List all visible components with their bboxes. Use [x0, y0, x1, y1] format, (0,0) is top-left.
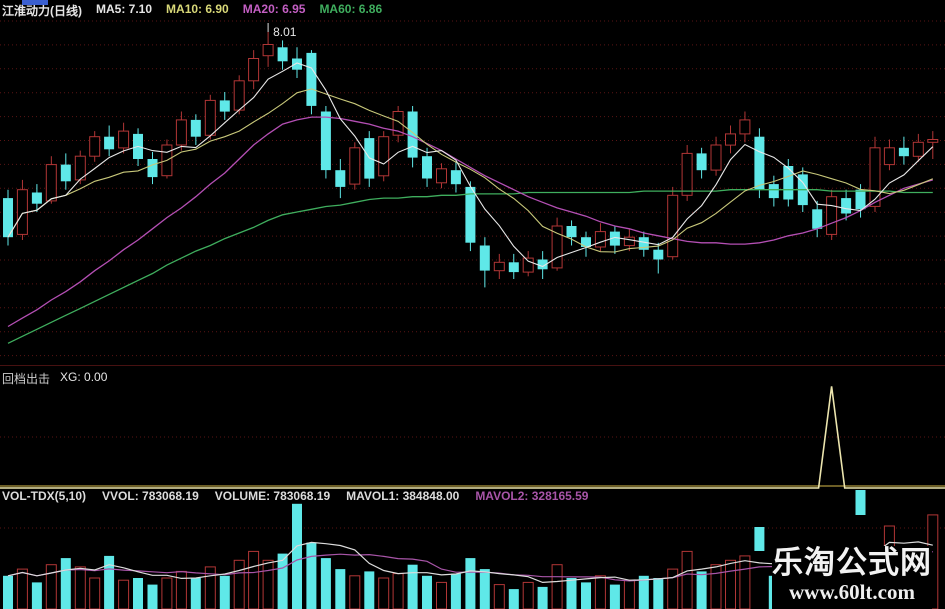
watermark: 乐淘公式网 www.60lt.com	[772, 546, 932, 609]
volume-panel-header: VOL-TDX(5,10) VVOL: 783068.19 VOLUME: 78…	[2, 489, 588, 503]
indicator-name: 回档出击	[2, 372, 51, 386]
mavol2-value: MAVOL2: 328165.59	[475, 489, 589, 503]
chart-header: 江淮动力(日线) MA5: 7.10 MA10: 6.90 MA20: 6.95…	[2, 2, 382, 19]
indicator-panel-header: 回档出击 XG: 0.00	[2, 370, 107, 387]
ma60-value-label: MA60: 6.86	[319, 2, 383, 16]
ma5-value-label: MA5: 7.10	[96, 2, 153, 16]
stock-title: 江淮动力(日线)	[2, 4, 82, 18]
watermark-url: www.60lt.com	[789, 580, 915, 604]
watermark-site-name: 乐淘公式网	[772, 545, 932, 580]
ma20-value-label: MA20: 6.95	[242, 2, 306, 16]
indicator-xg-value: XG: 0.00	[60, 370, 108, 384]
window-fragment-icon	[22, 0, 48, 5]
mavol1-value: MAVOL1: 384848.00	[346, 489, 460, 503]
svg-text:8.01: 8.01	[273, 25, 297, 39]
vvol-value: VVOL: 783068.19	[102, 489, 199, 503]
ma10-value-label: MA10: 6.90	[166, 2, 229, 16]
volume-title: VOL-TDX(5,10)	[2, 489, 87, 503]
volume-value: VOLUME: 783068.19	[214, 489, 331, 503]
